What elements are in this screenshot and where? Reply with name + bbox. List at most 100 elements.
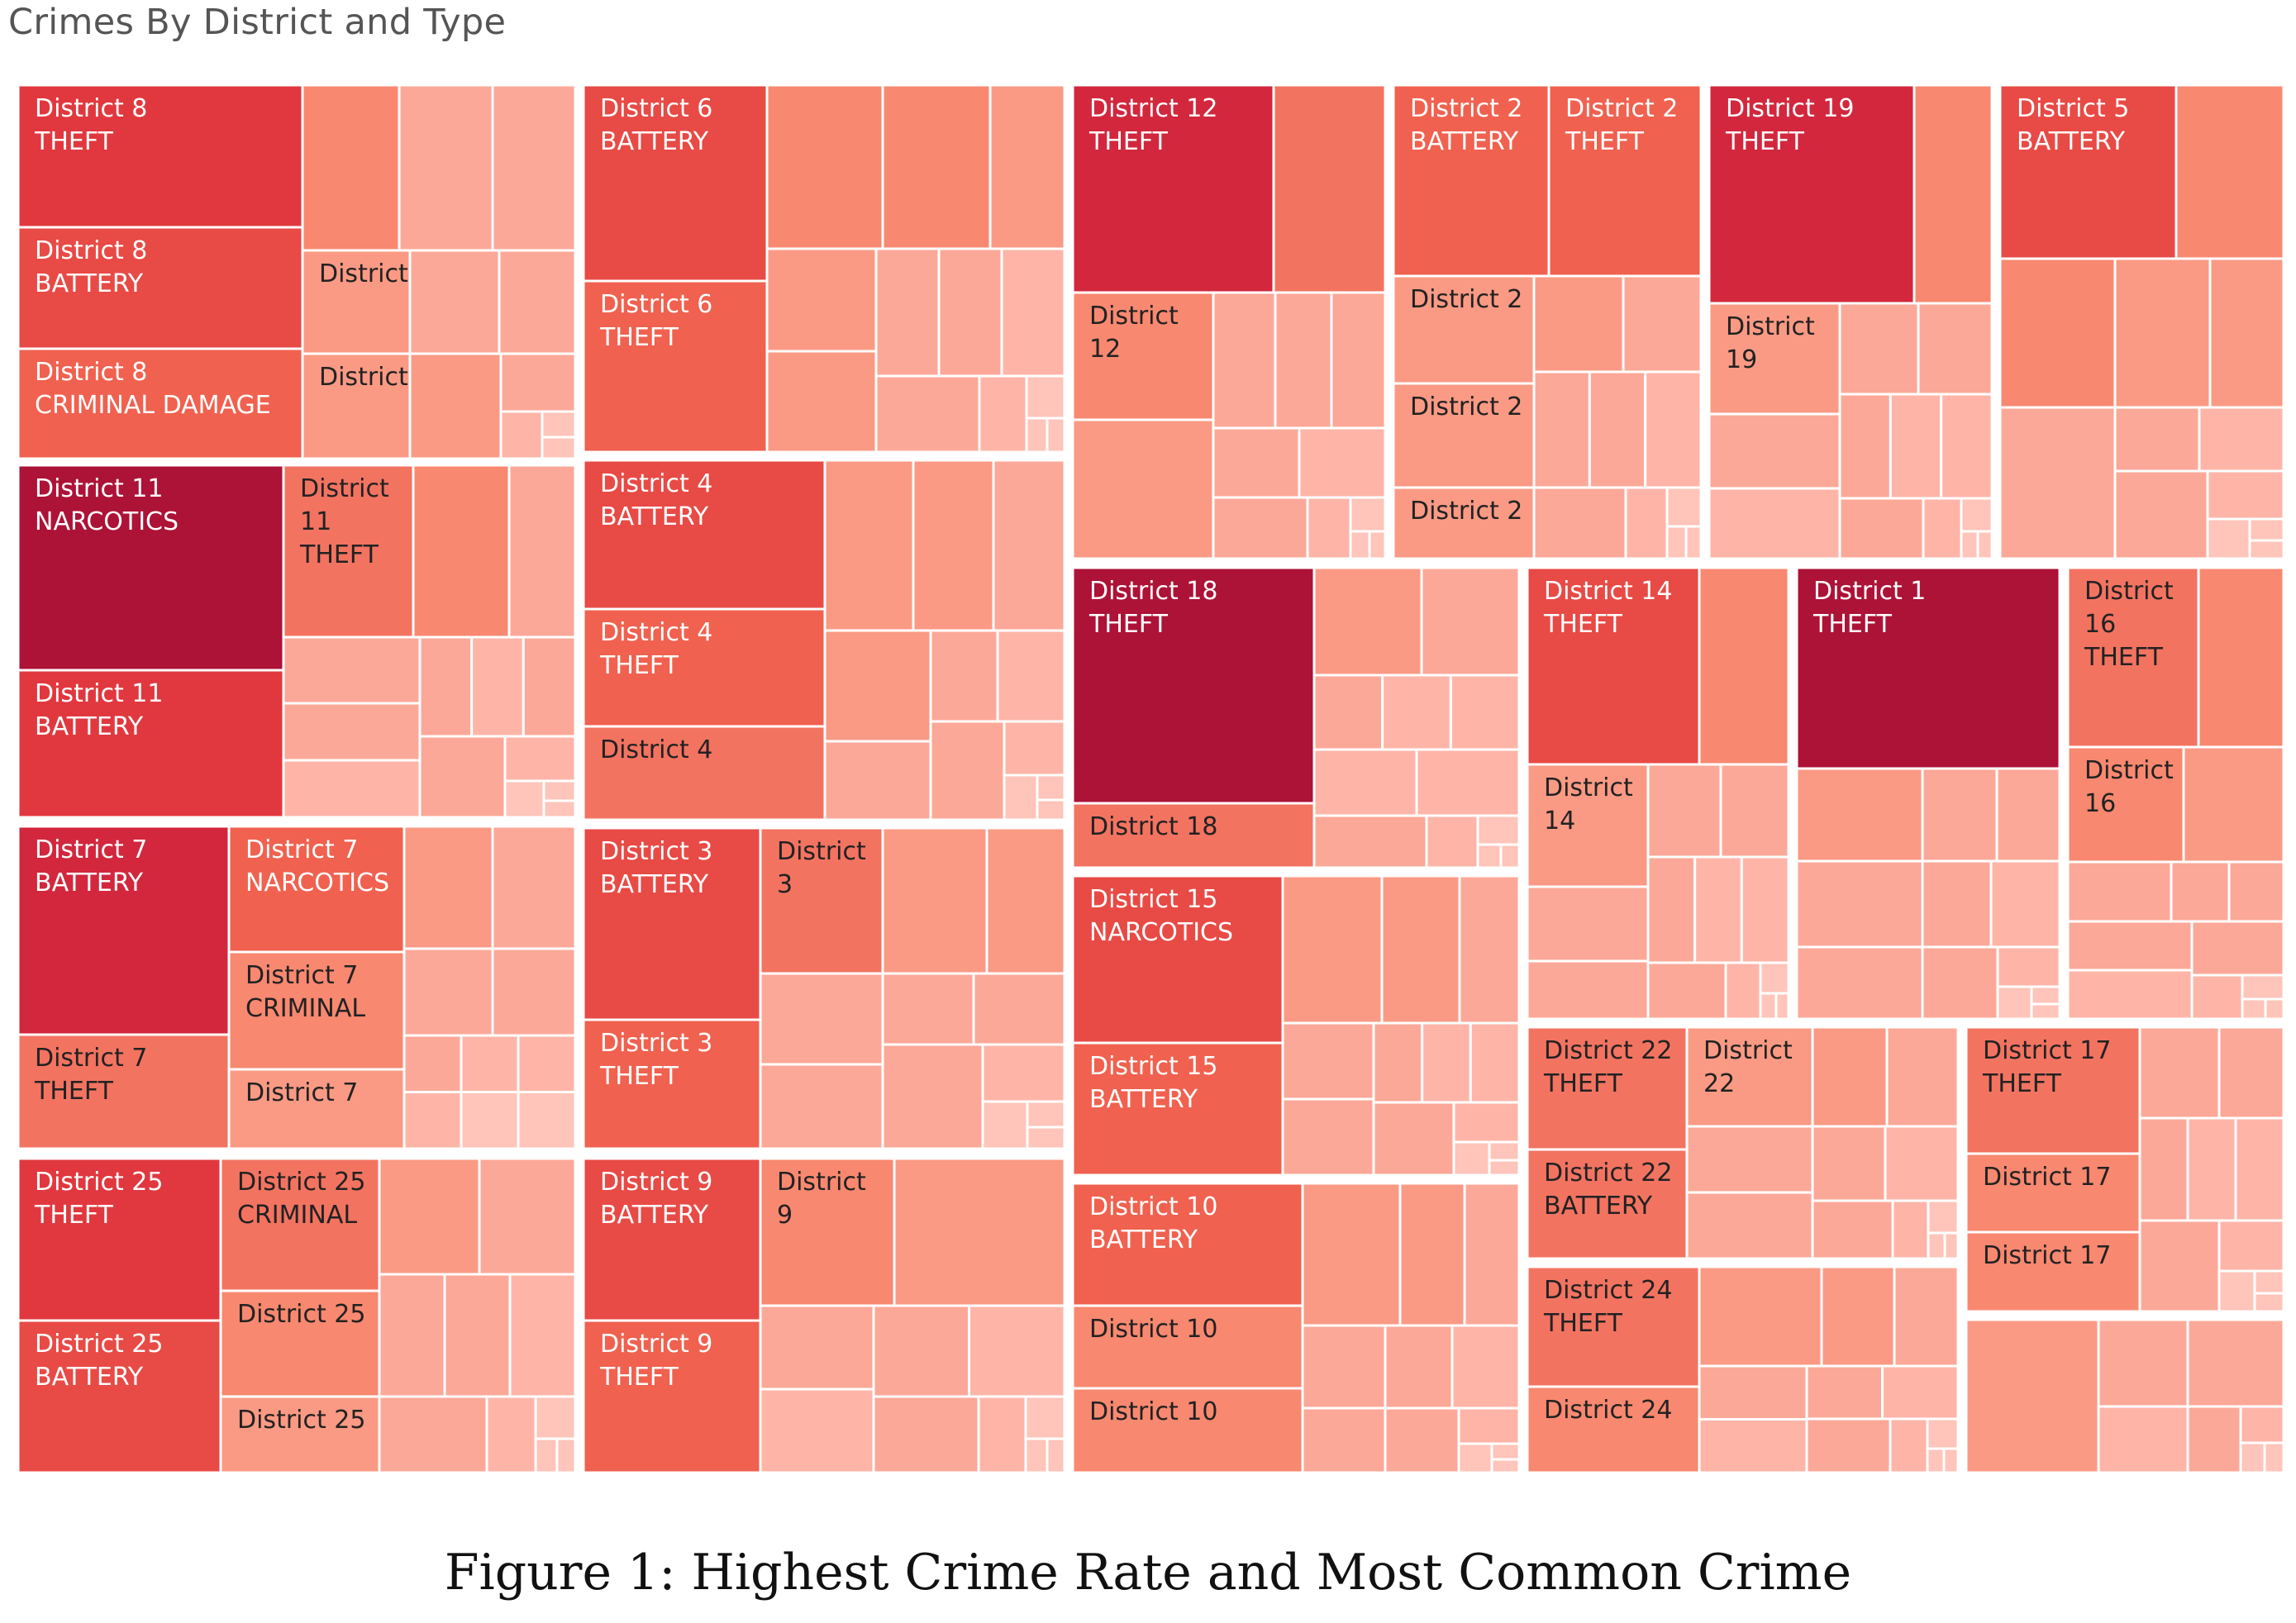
- district-gutter: [575, 83, 584, 1479]
- treemap-tile: [1889, 393, 1943, 500]
- treemap-tile: [17, 347, 304, 460]
- treemap-tile: [17, 825, 231, 1036]
- treemap-tile: [2190, 920, 2285, 977]
- tile-label-line: District 3: [600, 837, 712, 866]
- tile-label: District 17: [1983, 1163, 2111, 1192]
- tile-label-line: District: [1703, 1036, 1793, 1065]
- tile-label-line: District 4: [600, 469, 712, 498]
- treemap-tile: [582, 826, 762, 1021]
- tile-label: District 24 THEFT: [1543, 1276, 1672, 1338]
- treemap-tile: [1071, 1041, 1284, 1177]
- treemap-tile: [912, 459, 995, 632]
- tile-label: District 10: [1089, 1315, 1217, 1344]
- tile-label-line: District 25: [237, 1168, 365, 1197]
- treemap-tile: [503, 735, 577, 783]
- tile-label-line: THEFT: [2084, 643, 2164, 672]
- treemap-tile: [765, 350, 878, 454]
- treemap-tile: [1312, 566, 1423, 677]
- treemap-tile: [1684, 525, 1703, 560]
- tile-label: District 16 THEFT: [2084, 577, 2174, 672]
- treemap-tile: [460, 1091, 520, 1150]
- tile-label-line: District 15: [1089, 885, 1217, 914]
- treemap-tile: [1811, 1199, 1894, 1260]
- tile-label-line: District 9: [600, 1330, 712, 1359]
- treemap-tile: [498, 249, 577, 355]
- treemap-tile: [2253, 1269, 2285, 1295]
- tile-label-line: District 19: [1726, 94, 1854, 123]
- treemap-tile: [1372, 1021, 1424, 1104]
- treemap-tile: [403, 1034, 463, 1093]
- treemap-tile: [1795, 859, 1924, 949]
- tile-label: District 17 THEFT: [1982, 1036, 2111, 1098]
- treemap-tile: [1885, 1026, 1960, 1128]
- tile-label-line: District 18: [1089, 812, 1217, 841]
- treemap-tile: [1349, 530, 1371, 560]
- tile-label: District 10: [1089, 1397, 1217, 1426]
- treemap-tile: [985, 826, 1066, 975]
- tile-label: District 18 THEFT: [1088, 577, 1217, 639]
- tile-label: District 24: [1544, 1396, 1672, 1425]
- treemap-tile: [1384, 1406, 1460, 1474]
- treemap-tile: [522, 635, 577, 738]
- treemap-tile: [1212, 496, 1309, 560]
- tile-label-line: CRIMINAL: [237, 1201, 357, 1230]
- treemap-tile: [1071, 83, 1275, 294]
- treemap-tile: [1372, 1101, 1455, 1177]
- treemap-tile: [2248, 517, 2285, 542]
- treemap-tile: [301, 83, 401, 252]
- tile-label: District 7 CRIMINAL: [245, 961, 365, 1023]
- treemap-tile: [978, 374, 1028, 454]
- tile-label: District 16: [2084, 756, 2174, 818]
- tile-label: District 18: [1089, 812, 1217, 841]
- treemap-tile: [2234, 1116, 2285, 1222]
- treemap-tile: [582, 1157, 762, 1322]
- tile-label-line: District 5: [2017, 94, 2129, 123]
- treemap-tile: [1795, 767, 1924, 863]
- tile-label-line: District 7: [245, 835, 358, 864]
- treemap-tile: [1960, 530, 1979, 560]
- treemap-tile: [893, 1157, 1066, 1307]
- tile-label-line: District 11: [35, 679, 163, 708]
- treemap-tile: [460, 1034, 520, 1093]
- treemap-tile: [1759, 961, 1790, 995]
- tile-label: District 3: [777, 837, 866, 899]
- treemap-tile: [1685, 1125, 1814, 1194]
- treemap-tile: [17, 83, 304, 229]
- treemap-tile: [403, 825, 494, 950]
- treemap-tile: [937, 247, 1003, 378]
- treemap-tile: [929, 720, 1006, 821]
- treemap-tile: [2186, 1405, 2242, 1474]
- treemap-tile: [1940, 393, 1994, 500]
- tile-label-line: THEFT: [34, 127, 114, 156]
- treemap-tile: [1927, 1199, 1960, 1235]
- tile-label: District 5 BATTERY: [2017, 94, 2129, 156]
- treemap-tile: [1392, 382, 1536, 489]
- tile-label-line: District: [1089, 302, 1179, 331]
- treemap-tile: [282, 702, 422, 762]
- tile-label-line: NARCOTICS: [35, 507, 179, 536]
- tile-label-line: District 7: [245, 1078, 358, 1107]
- tile-label-line: 9: [777, 1201, 793, 1230]
- treemap-tile: [378, 1395, 488, 1474]
- district-gutter: [579, 1149, 1070, 1159]
- treemap-tile: [2170, 860, 2231, 923]
- treemap-tile: [503, 779, 545, 819]
- tile-label: District: [319, 363, 408, 392]
- treemap-tile: [1708, 487, 1841, 560]
- tile-label-line: District 7: [35, 1044, 147, 1073]
- treemap-tile: [1384, 1324, 1454, 1410]
- tile-label-line: 11: [300, 507, 331, 536]
- treemap-tile: [2097, 1318, 2189, 1408]
- tile-label-line: District 9: [600, 1168, 712, 1197]
- tile-label-line: BATTERY: [1410, 127, 1519, 156]
- treemap-tile: [2217, 1026, 2285, 1120]
- district-gutter: [2060, 562, 2068, 1025]
- tile-label: District 11 NARCOTICS: [35, 474, 179, 536]
- treemap-tile: [1996, 985, 2033, 1021]
- tile-label-line: THEFT: [34, 1077, 114, 1106]
- treemap-tile: [1026, 1100, 1066, 1129]
- tile-label: District 8 CRIMINAL DAMAGE: [35, 358, 271, 420]
- treemap-tile: [872, 1304, 970, 1398]
- treemap-tile: [1458, 874, 1521, 1025]
